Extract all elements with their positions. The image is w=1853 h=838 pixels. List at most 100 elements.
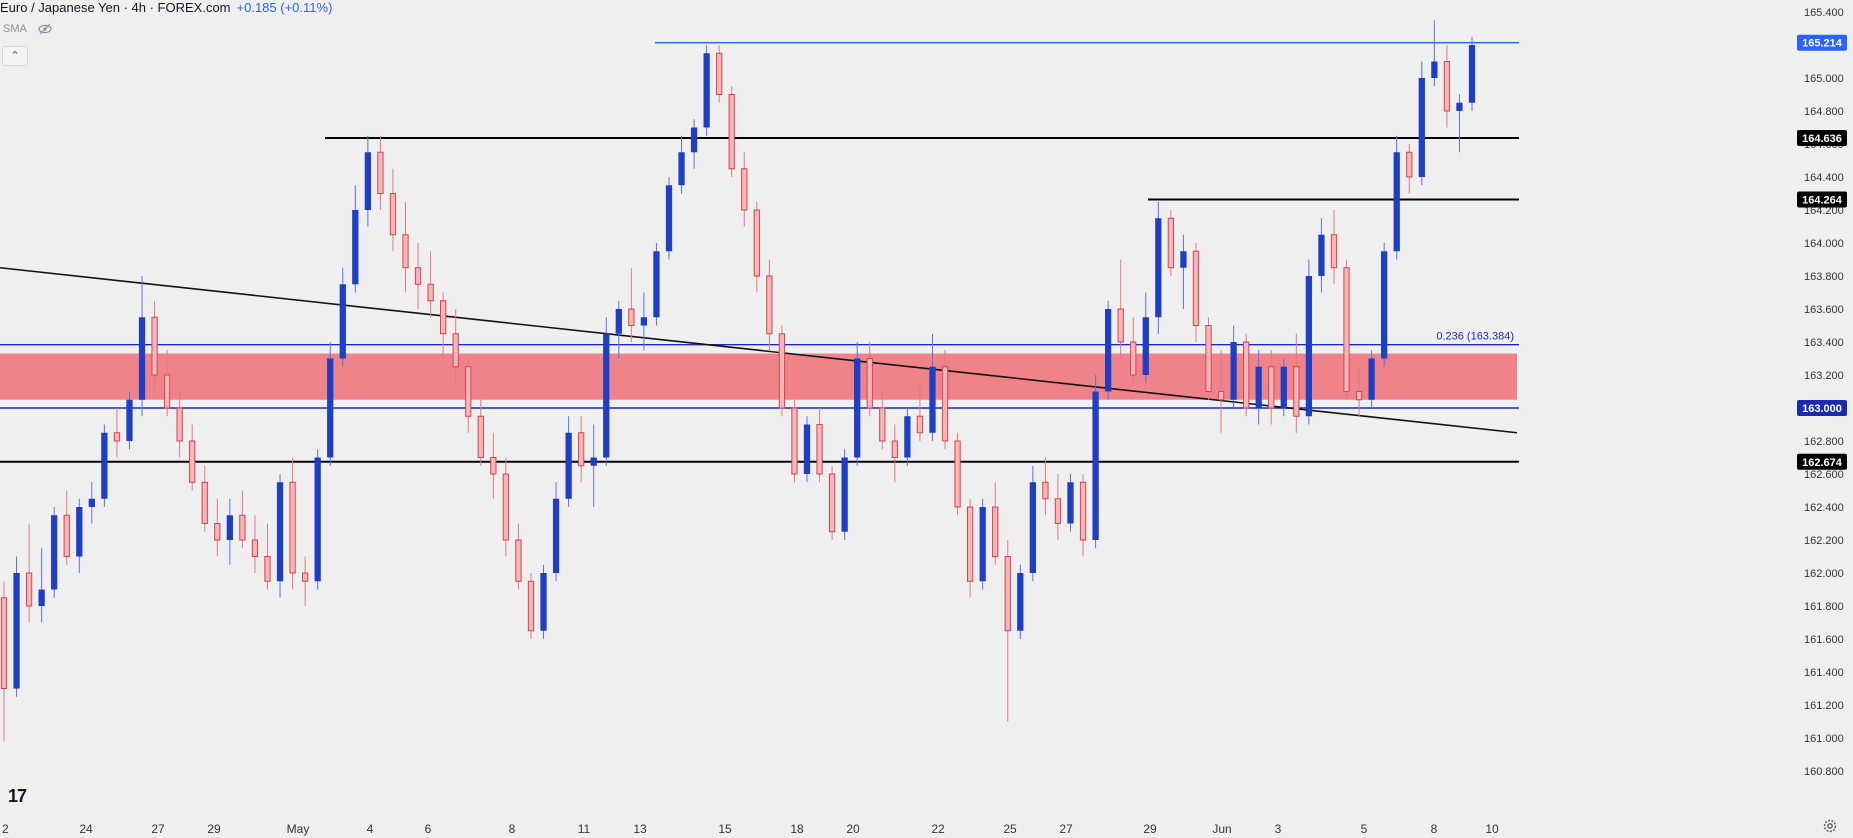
support-zone[interactable] bbox=[0, 353, 1517, 400]
candle[interactable] bbox=[766, 259, 773, 351]
candle[interactable] bbox=[954, 432, 961, 516]
candle[interactable] bbox=[189, 424, 196, 491]
candle[interactable] bbox=[1205, 317, 1212, 400]
candle[interactable] bbox=[828, 465, 836, 540]
candle[interactable] bbox=[841, 449, 848, 540]
candle[interactable] bbox=[904, 408, 911, 466]
candle[interactable] bbox=[1418, 61, 1425, 186]
candle[interactable] bbox=[1067, 474, 1074, 532]
candle[interactable] bbox=[1105, 300, 1112, 400]
candle[interactable] bbox=[477, 399, 484, 466]
candle[interactable] bbox=[966, 498, 974, 598]
candle[interactable] bbox=[1029, 465, 1036, 582]
candle[interactable] bbox=[264, 523, 271, 590]
chevron-up-icon[interactable]: ⌃ bbox=[2, 46, 28, 66]
candle[interactable] bbox=[1092, 375, 1099, 549]
candle[interactable] bbox=[113, 408, 121, 458]
candle[interactable] bbox=[753, 201, 760, 293]
candle[interactable] bbox=[628, 267, 635, 342]
candle[interactable] bbox=[13, 556, 20, 697]
candle[interactable] bbox=[552, 482, 560, 582]
candle[interactable] bbox=[289, 457, 296, 590]
indicator-sma-label[interactable]: SMA bbox=[3, 23, 27, 35]
candle[interactable] bbox=[640, 292, 648, 351]
candle[interactable] bbox=[1079, 474, 1087, 557]
candle[interactable] bbox=[88, 482, 95, 524]
candle[interactable] bbox=[1393, 135, 1400, 260]
candle[interactable] bbox=[151, 300, 158, 392]
candle[interactable] bbox=[1017, 564, 1024, 639]
candle[interactable] bbox=[1468, 36, 1476, 111]
candle[interactable] bbox=[778, 325, 786, 417]
candle[interactable] bbox=[816, 408, 823, 483]
candle[interactable] bbox=[854, 342, 861, 466]
candle[interactable] bbox=[590, 424, 597, 508]
candle[interactable] bbox=[1381, 243, 1388, 367]
price-badge[interactable]: 164.264 bbox=[1797, 191, 1847, 208]
candle[interactable] bbox=[1243, 333, 1250, 417]
price-badge[interactable]: 162.674 bbox=[1797, 453, 1847, 470]
candle[interactable] bbox=[527, 573, 535, 639]
candle[interactable] bbox=[866, 342, 873, 417]
candle[interactable] bbox=[716, 45, 723, 103]
candle[interactable] bbox=[163, 350, 171, 417]
candle[interactable] bbox=[301, 556, 309, 607]
candle[interactable] bbox=[1456, 94, 1463, 153]
candle[interactable] bbox=[979, 498, 986, 590]
candle[interactable] bbox=[364, 135, 371, 227]
candle[interactable] bbox=[1368, 350, 1375, 408]
candle[interactable] bbox=[515, 523, 522, 590]
candle[interactable] bbox=[63, 490, 70, 565]
candle[interactable] bbox=[1268, 350, 1275, 425]
price-badge[interactable]: 165.214 bbox=[1797, 34, 1847, 51]
candle[interactable] bbox=[565, 416, 572, 507]
candle[interactable] bbox=[276, 474, 284, 598]
time-axis[interactable] bbox=[0, 818, 1519, 838]
candle[interactable] bbox=[0, 581, 8, 742]
tradingview-logo[interactable]: 17 bbox=[8, 786, 27, 806]
candle[interactable] bbox=[791, 399, 798, 483]
candle[interactable] bbox=[452, 309, 459, 384]
candle[interactable] bbox=[25, 523, 33, 623]
candle[interactable] bbox=[1130, 317, 1137, 384]
candle[interactable] bbox=[427, 251, 434, 318]
candle[interactable] bbox=[138, 276, 146, 417]
candle[interactable] bbox=[728, 86, 735, 177]
candle[interactable] bbox=[803, 416, 811, 483]
candle[interactable] bbox=[1305, 259, 1313, 425]
candle[interactable] bbox=[352, 185, 359, 293]
candle[interactable] bbox=[916, 383, 924, 441]
candle[interactable] bbox=[314, 449, 321, 590]
candle[interactable] bbox=[1355, 366, 1363, 417]
candle[interactable] bbox=[101, 424, 108, 508]
candle[interactable] bbox=[389, 168, 397, 252]
candle[interactable] bbox=[1180, 234, 1187, 309]
candle[interactable] bbox=[1142, 292, 1149, 384]
candle[interactable] bbox=[1280, 358, 1287, 417]
candle[interactable] bbox=[703, 45, 710, 136]
candle[interactable] bbox=[929, 333, 936, 441]
candle[interactable] bbox=[502, 457, 510, 557]
candle[interactable] bbox=[1330, 210, 1338, 285]
candle[interactable] bbox=[578, 416, 585, 483]
candle[interactable] bbox=[465, 358, 472, 433]
candle[interactable] bbox=[51, 507, 58, 598]
candle[interactable] bbox=[176, 391, 183, 458]
candle[interactable] bbox=[879, 391, 886, 450]
candle[interactable] bbox=[1406, 144, 1413, 194]
candle[interactable] bbox=[126, 391, 133, 450]
candle[interactable] bbox=[540, 564, 547, 639]
candle[interactable] bbox=[239, 490, 246, 549]
candle[interactable] bbox=[201, 465, 208, 532]
candle[interactable] bbox=[1167, 210, 1175, 276]
candle[interactable] bbox=[1217, 350, 1225, 433]
candle[interactable] bbox=[1117, 259, 1124, 359]
trendline[interactable] bbox=[0, 266, 1518, 434]
candle[interactable] bbox=[1230, 325, 1237, 409]
price-badge[interactable]: 164.636 bbox=[1797, 130, 1847, 147]
candle[interactable] bbox=[1343, 259, 1350, 400]
candle[interactable] bbox=[941, 350, 949, 450]
candle[interactable] bbox=[1004, 540, 1011, 722]
candle[interactable] bbox=[226, 498, 233, 565]
